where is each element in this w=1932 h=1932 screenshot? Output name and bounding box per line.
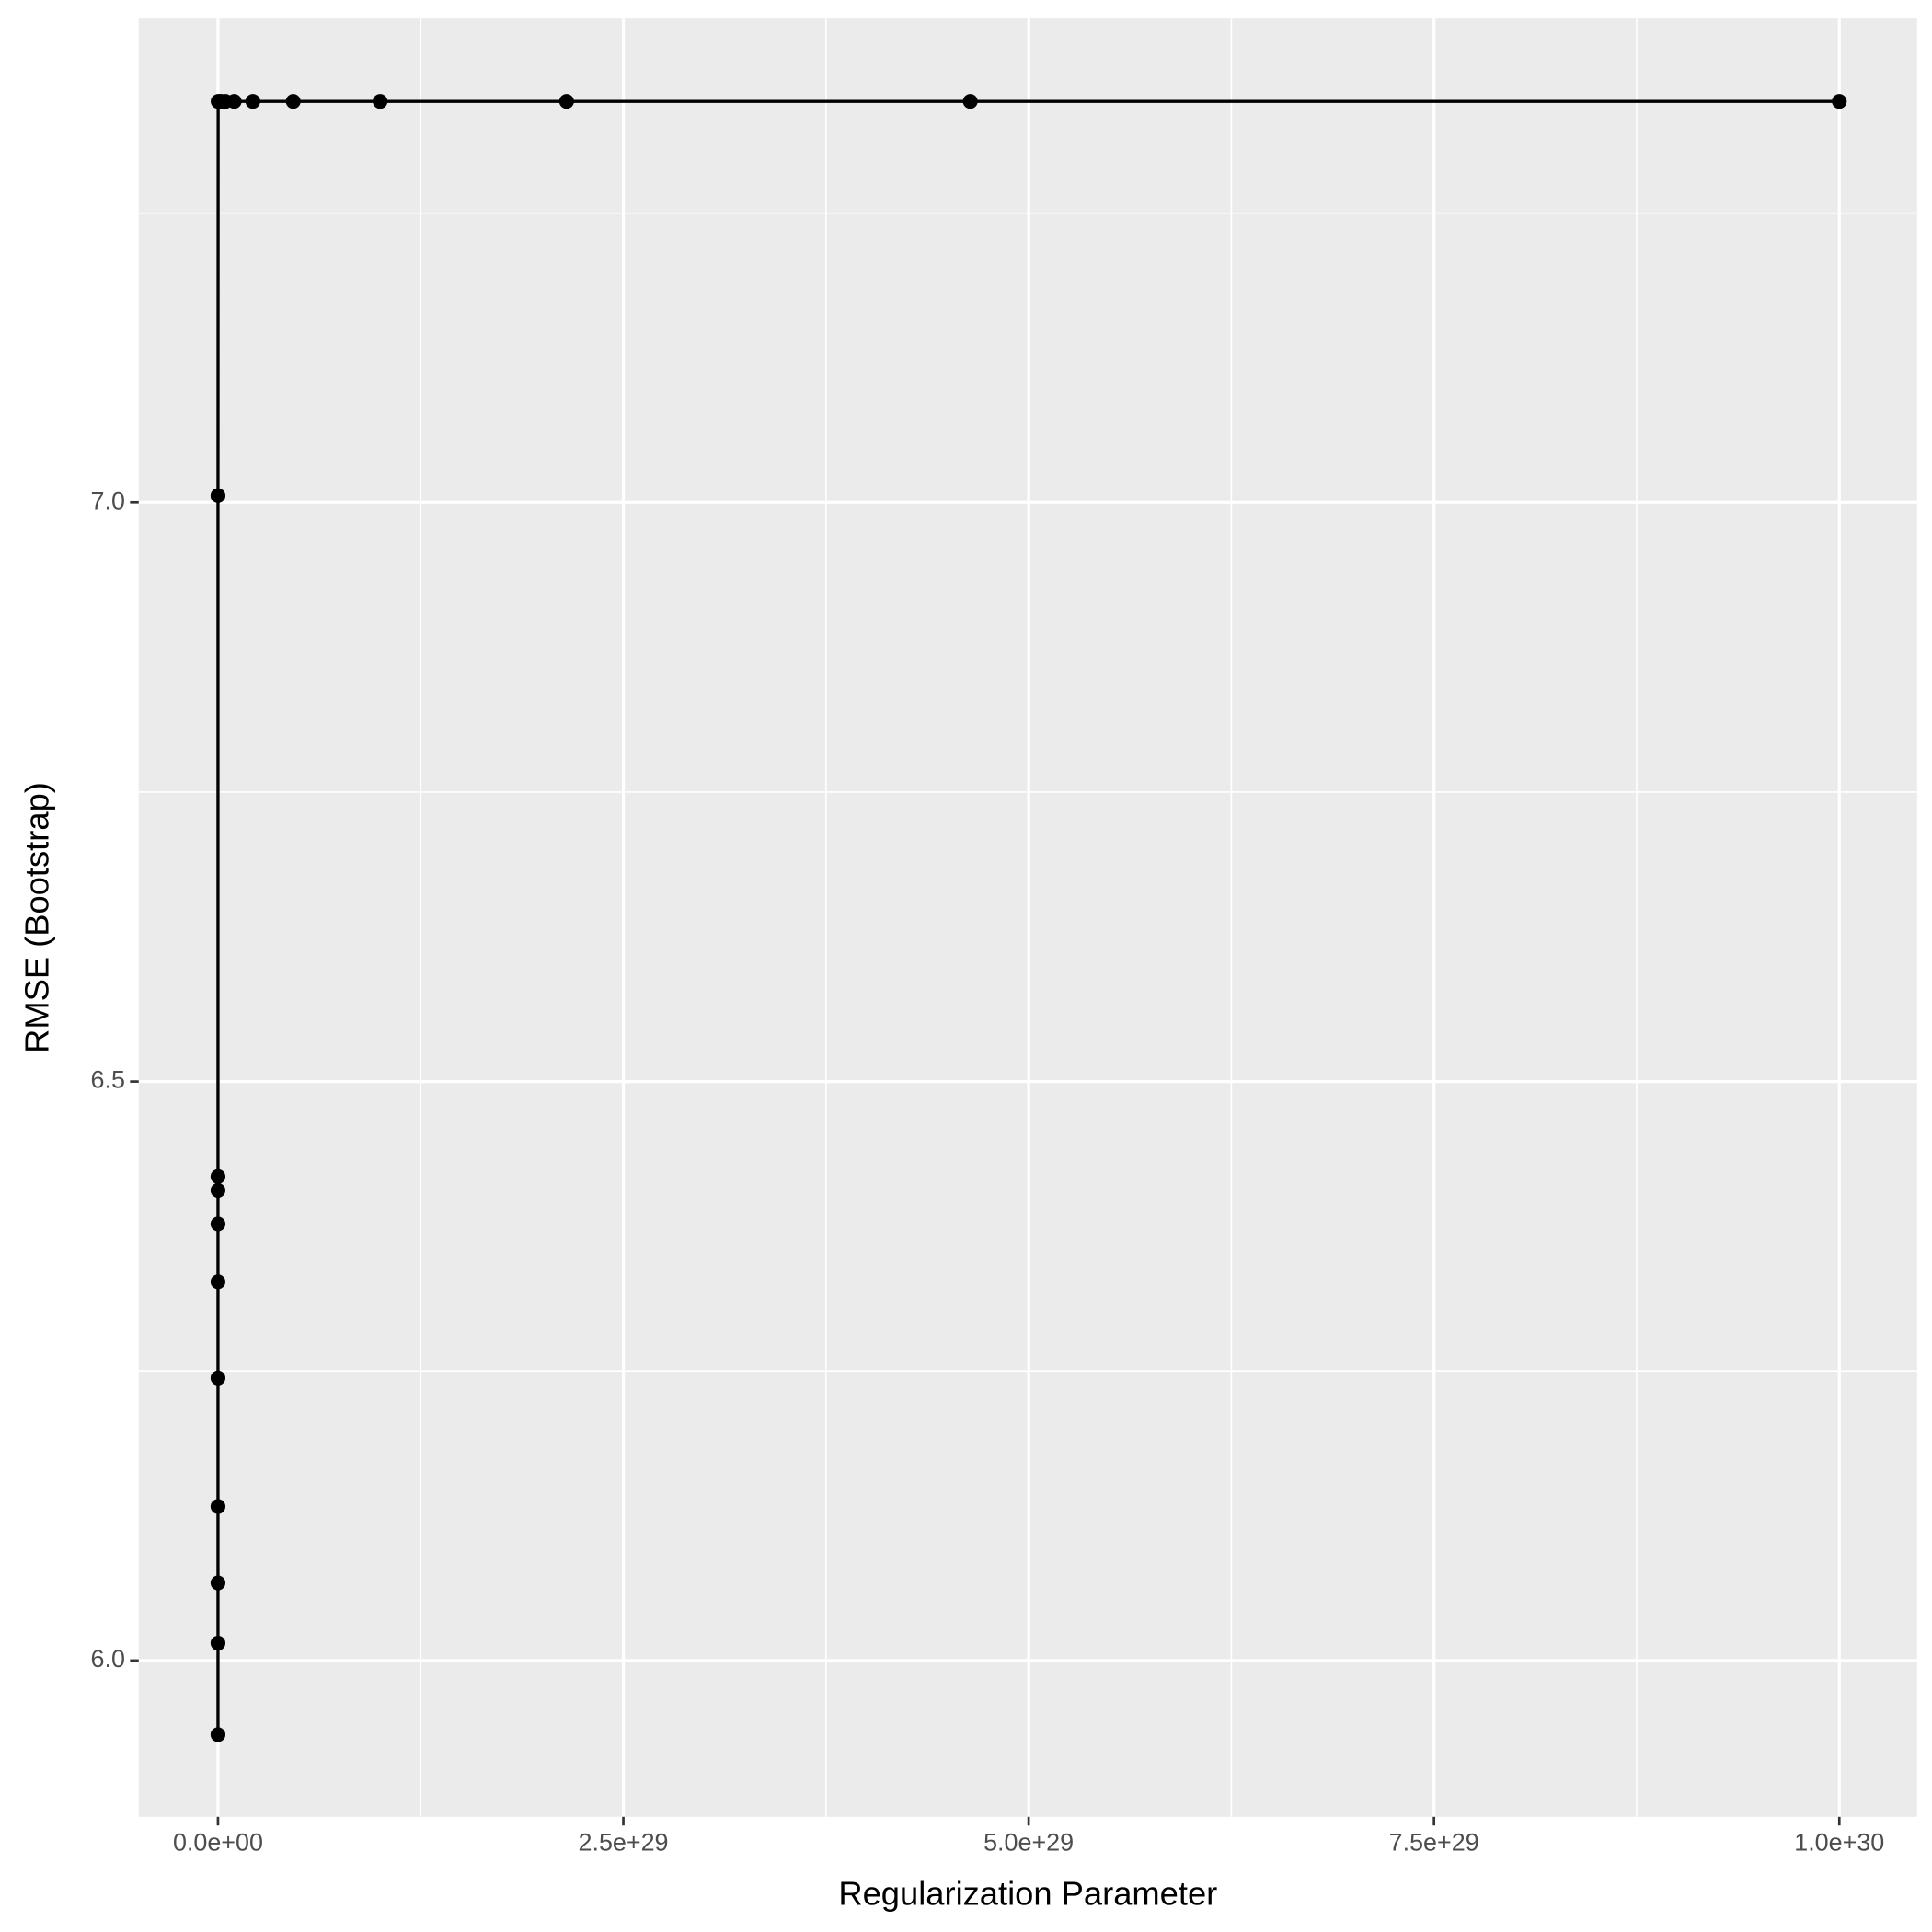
x-tick-label: 2.5e+29 xyxy=(579,1829,669,1857)
y-tick-label: 7.0 xyxy=(91,487,125,514)
point xyxy=(245,94,260,109)
point xyxy=(210,1274,226,1290)
x-tick-label: 1.0e+30 xyxy=(1794,1829,1884,1857)
y-tick-label: 6.0 xyxy=(91,1645,125,1673)
point xyxy=(210,1182,226,1198)
point xyxy=(210,1168,226,1184)
point xyxy=(210,1727,226,1742)
point xyxy=(962,94,978,109)
point xyxy=(210,1575,226,1591)
point xyxy=(558,94,574,109)
x-tick-label: 5.0e+29 xyxy=(983,1829,1074,1857)
point xyxy=(210,1499,226,1514)
y-axis-title: RMSE (Bootstrap) xyxy=(18,782,56,1053)
x-tick-label: 0.0e+00 xyxy=(173,1829,263,1857)
point xyxy=(210,1370,226,1386)
point xyxy=(210,1635,226,1651)
point xyxy=(210,1216,226,1232)
point xyxy=(373,94,388,109)
point xyxy=(285,94,301,109)
x-tick-label: 7.5e+29 xyxy=(1389,1829,1479,1857)
x-axis-title: Regularization Parameter xyxy=(838,1875,1217,1913)
point xyxy=(210,488,226,503)
point xyxy=(226,94,242,109)
y-tick-label: 6.5 xyxy=(91,1066,125,1094)
point xyxy=(1832,94,1847,109)
